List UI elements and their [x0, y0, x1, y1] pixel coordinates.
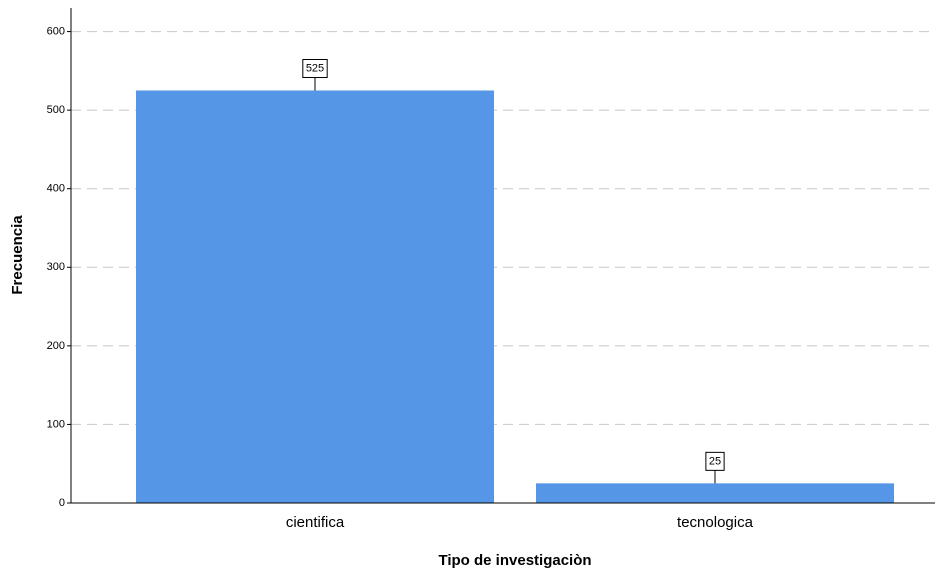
y-tick-label: 100 [47, 418, 65, 430]
label-box [705, 451, 725, 471]
bar [536, 483, 894, 503]
y-tick-label: 500 [47, 104, 65, 116]
y-tick-label: 0 [59, 497, 65, 509]
data-label: 525 [306, 62, 324, 74]
y-axis-title: Frecuencia [9, 215, 26, 295]
label-box [302, 59, 328, 78]
y-tick-label: 400 [47, 183, 65, 195]
x-tick-label: tecnologica [677, 514, 754, 531]
data-label: 25 [709, 455, 721, 467]
y-tick-label: 600 [47, 25, 65, 37]
bar [136, 90, 494, 503]
y-tick-label: 300 [47, 261, 65, 273]
x-tick-label: cientifica [286, 514, 345, 531]
y-tick-label: 200 [47, 340, 65, 352]
x-axis-title: Tipo de investigaciòn [438, 552, 591, 569]
